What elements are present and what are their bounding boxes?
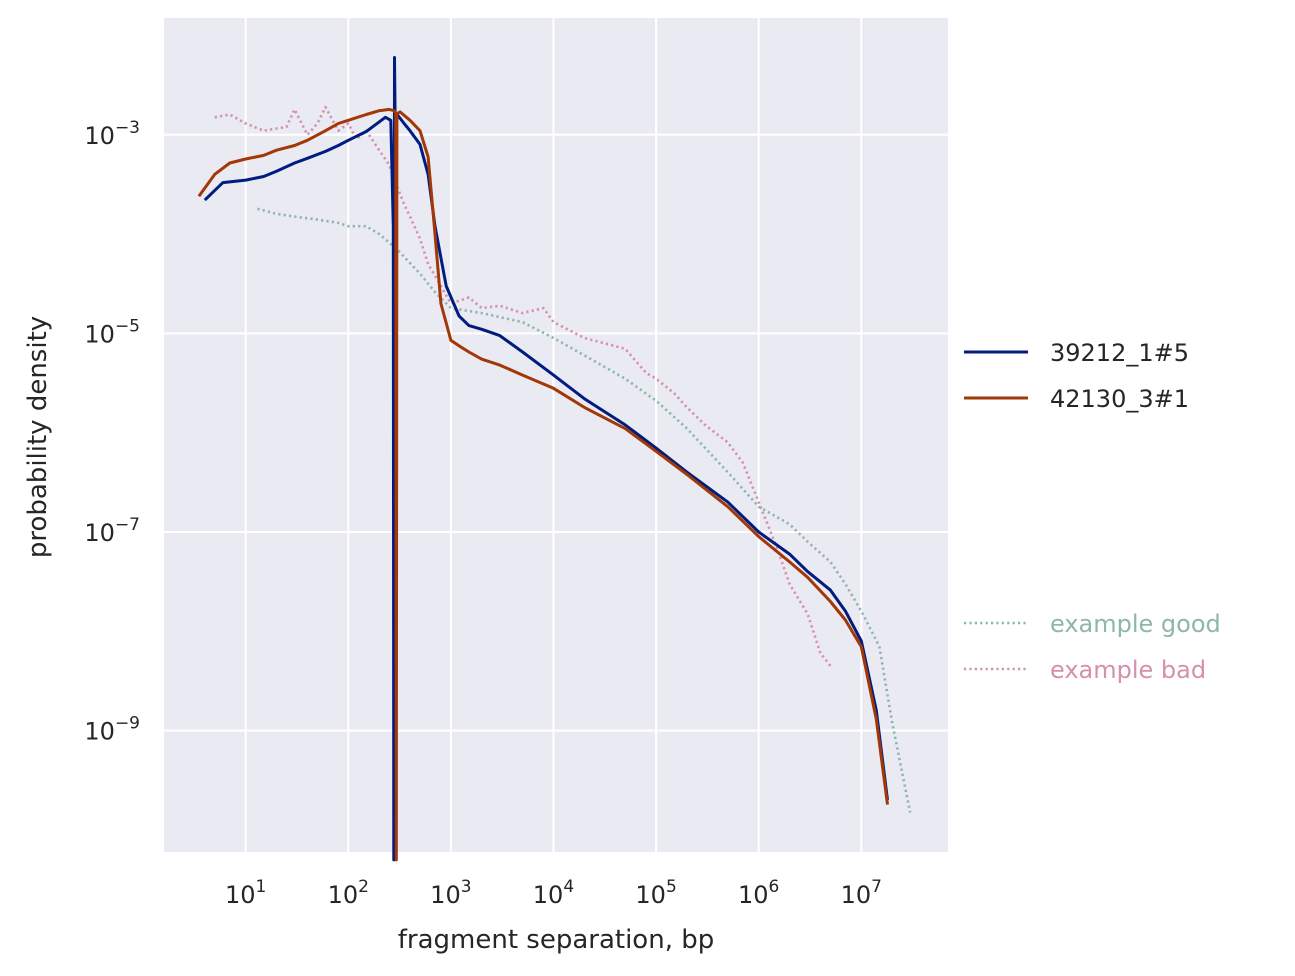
legend-label: example good [1050,610,1221,638]
legend-label: example bad [1050,656,1206,684]
x-tick-label: 104 [533,877,574,909]
y-tick-label: 10−7 [84,515,140,547]
series-line-1 [203,56,889,862]
y-tick-labels: 10−3 10−5 10−7 10−9 [84,118,140,746]
y-tick-label: 10−5 [84,316,140,348]
legend-label: 42130_3#1 [1050,385,1189,413]
x-tick-label: 103 [430,877,471,909]
legend-label: 39212_1#5 [1050,339,1189,367]
x-tick-label: 102 [328,877,369,909]
x-axis-label: fragment separation, bp [398,925,714,955]
grid-lines [164,18,948,852]
x-tick-label: 105 [635,877,676,909]
y-tick-label: 10−3 [84,118,140,150]
x-tick-label: 101 [225,877,266,909]
series-lines [197,56,912,862]
series-line-2 [197,107,889,862]
y-axis-label: probability density [23,316,53,558]
x-tick-label: 107 [841,877,882,909]
x-tick-label: 106 [738,877,779,909]
series-line-3 [257,207,912,813]
x-tick-labels: 101 102 103 104 105 106 107 [225,877,882,909]
y-tick-label: 10−9 [84,714,140,746]
plot-area-background [164,18,948,852]
